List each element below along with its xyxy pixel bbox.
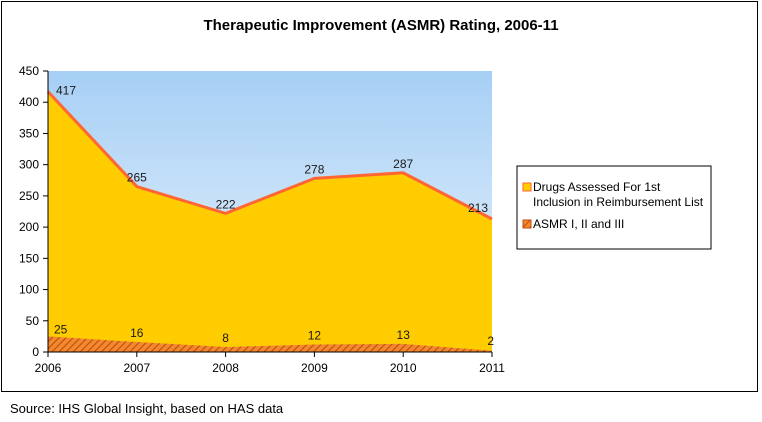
- y-tick-label: 150: [19, 251, 39, 265]
- data-labels-drugs: 417 265 222 278 287 213: [56, 84, 488, 215]
- chart-svg: Therapeutic Improvement (ASMR) Rating, 2…: [19, 17, 712, 375]
- legend-label-asmr: ASMR I, II and III: [533, 217, 624, 231]
- y-tick-label: 250: [19, 189, 39, 203]
- data-label-asmr: 25: [54, 322, 68, 336]
- legend: Drugs Assessed For 1st Inclusion in Reim…: [516, 165, 712, 250]
- legend-swatch-drugs: [522, 182, 532, 192]
- data-label-drugs: 417: [56, 84, 76, 98]
- data-label-asmr: 13: [397, 328, 411, 342]
- y-tick-label: 0: [32, 345, 39, 359]
- data-label-asmr: 8: [222, 331, 229, 345]
- data-label-asmr: 16: [130, 326, 144, 340]
- legend-label-drugs-line2: Inclusion in Reimbursement List: [533, 195, 704, 209]
- y-tick-label: 200: [19, 220, 39, 234]
- y-tick-label: 100: [19, 283, 39, 297]
- data-label-drugs: 213: [468, 201, 488, 215]
- y-tick-label: 450: [19, 64, 39, 78]
- area-drugs-assessed: [48, 91, 492, 353]
- data-label-drugs: 222: [216, 197, 236, 211]
- data-label-drugs: 287: [393, 157, 413, 171]
- data-label-drugs: 278: [304, 162, 324, 176]
- y-tick-label: 400: [19, 95, 39, 109]
- x-tick-label: 2009: [301, 361, 328, 375]
- chart-title: Therapeutic Improvement (ASMR) Rating, 2…: [203, 17, 558, 34]
- data-label-asmr: 2: [487, 334, 494, 348]
- x-tick-label: 2010: [390, 361, 417, 375]
- x-tick-label: 2006: [35, 361, 62, 375]
- x-tick-label: 2008: [212, 361, 239, 375]
- data-labels-asmr: 25 16 8 12 13 2: [54, 322, 494, 347]
- area-asmr: [48, 336, 492, 352]
- source-note: Source: IHS Global Insight, based on HAS…: [10, 401, 284, 416]
- legend-label-drugs-line1: Drugs Assessed For 1st: [533, 180, 661, 194]
- y-tick-label: 300: [19, 158, 39, 172]
- data-label-asmr: 12: [308, 329, 322, 343]
- x-tick-label: 2011: [479, 361, 505, 375]
- legend-swatch-asmr: [522, 219, 532, 229]
- legend-box: [516, 165, 712, 250]
- line-drugs-assessed: [46, 90, 493, 221]
- y-tick-label: 50: [26, 314, 40, 328]
- x-axis-ticks: 2006 2007 2008 2009 2010 2011: [35, 352, 505, 375]
- data-label-drugs: 265: [127, 171, 147, 185]
- x-tick-label: 2007: [123, 361, 150, 375]
- y-tick-label: 350: [19, 126, 39, 140]
- y-axis-ticks: 0 50 100 150 200 250 300 350 400 450: [19, 64, 48, 359]
